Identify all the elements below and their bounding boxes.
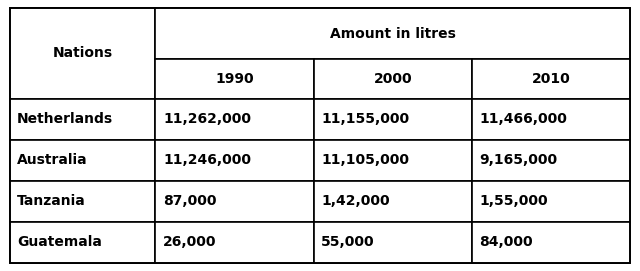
Text: 2000: 2000 — [374, 72, 412, 86]
Bar — [10, 8, 156, 99]
Bar — [10, 99, 156, 140]
Text: Nations: Nations — [52, 46, 113, 60]
Bar — [314, 222, 472, 263]
Text: Netherlands: Netherlands — [17, 112, 113, 126]
Text: 11,262,000: 11,262,000 — [163, 112, 251, 126]
Text: 1,42,000: 1,42,000 — [321, 194, 390, 208]
Text: 55,000: 55,000 — [321, 235, 375, 249]
Text: 11,246,000: 11,246,000 — [163, 153, 251, 167]
Bar — [10, 181, 156, 222]
Bar — [156, 99, 314, 140]
Text: 11,105,000: 11,105,000 — [321, 153, 409, 167]
Bar — [10, 222, 156, 263]
Bar — [156, 140, 314, 181]
Text: 9,165,000: 9,165,000 — [479, 153, 557, 167]
Text: Amount in litres: Amount in litres — [330, 27, 456, 41]
Text: 26,000: 26,000 — [163, 235, 216, 249]
Text: 1,55,000: 1,55,000 — [479, 194, 548, 208]
Bar — [314, 140, 472, 181]
Bar — [156, 181, 314, 222]
Text: 1990: 1990 — [215, 72, 254, 86]
Bar — [156, 59, 314, 99]
Text: Guatemala: Guatemala — [17, 235, 102, 249]
Text: 2010: 2010 — [532, 72, 571, 86]
Bar — [10, 140, 156, 181]
Bar — [156, 8, 630, 59]
Text: 11,155,000: 11,155,000 — [321, 112, 410, 126]
Bar — [472, 222, 630, 263]
Bar — [314, 99, 472, 140]
Bar — [472, 59, 630, 99]
Bar — [472, 140, 630, 181]
Bar — [156, 222, 314, 263]
Text: Australia: Australia — [17, 153, 88, 167]
Bar — [314, 59, 472, 99]
Text: 11,466,000: 11,466,000 — [479, 112, 568, 126]
Text: 87,000: 87,000 — [163, 194, 216, 208]
Bar — [314, 181, 472, 222]
Text: 84,000: 84,000 — [479, 235, 533, 249]
Bar — [472, 99, 630, 140]
Bar — [472, 181, 630, 222]
Text: Tanzania: Tanzania — [17, 194, 86, 208]
